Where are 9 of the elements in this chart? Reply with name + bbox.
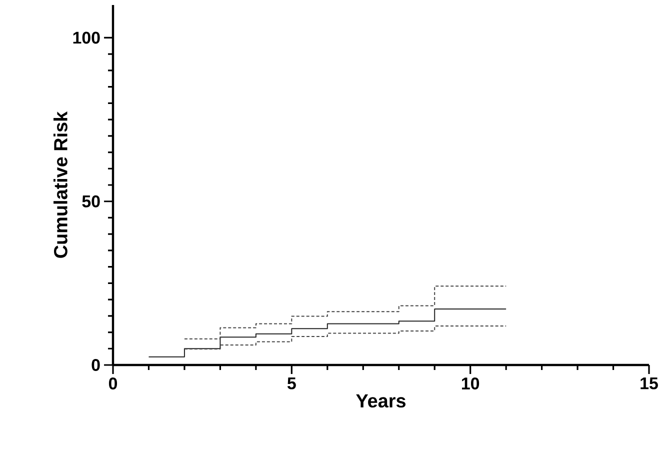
y-tick-label: 0 [92,359,100,371]
x-tick-label: 10 [462,377,480,390]
y-tick-label: 100 [73,32,100,44]
x-tick-label: 0 [108,377,118,390]
y-axis-title: Cumulative Risk [54,111,68,258]
x-tick-label: 5 [287,377,296,390]
x-axis-title: Years [356,394,406,408]
y-tick-label: 50 [82,195,100,208]
x-tick-label: 15 [640,377,658,390]
